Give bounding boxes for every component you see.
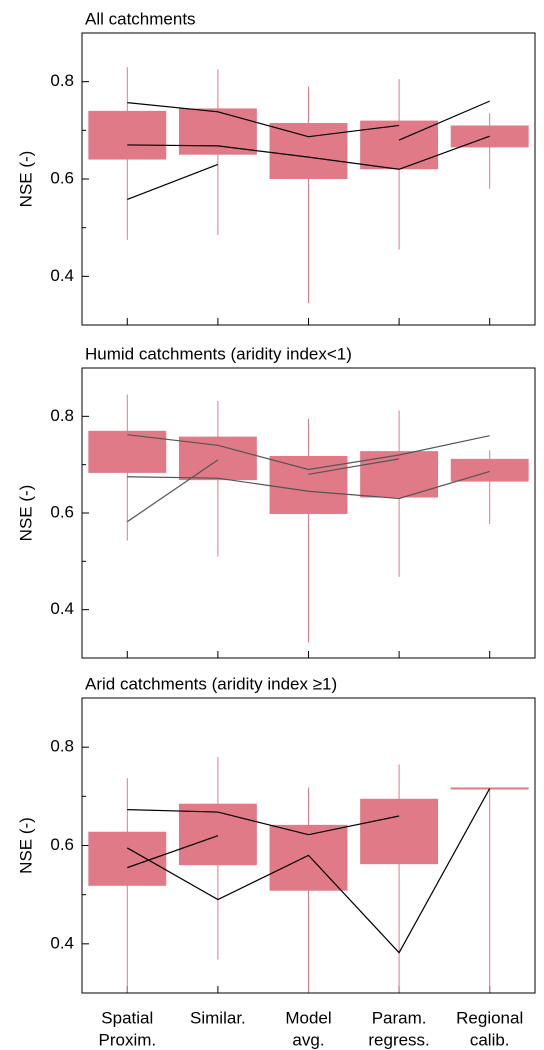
line bbox=[127, 835, 219, 869]
line bbox=[127, 101, 400, 138]
x-tick-label: Similar. bbox=[190, 1008, 246, 1027]
plot-frame bbox=[81, 32, 536, 326]
box bbox=[178, 108, 257, 155]
box bbox=[269, 824, 348, 891]
box bbox=[88, 110, 167, 160]
y-tick-label: 0.6 bbox=[50, 168, 74, 187]
line bbox=[127, 788, 491, 954]
line bbox=[127, 434, 490, 471]
line bbox=[127, 809, 400, 836]
box bbox=[178, 436, 257, 481]
y-tick-label: 0.8 bbox=[50, 737, 74, 756]
y-tick-label: 0.8 bbox=[50, 71, 74, 90]
y-axis-label: NSE (-) bbox=[16, 817, 35, 874]
line bbox=[398, 100, 490, 141]
x-tick-label: Model bbox=[285, 1008, 331, 1027]
y-tick-label: 0.4 bbox=[50, 933, 74, 952]
y-axis-label: NSE (-) bbox=[16, 151, 35, 208]
x-tick-label: Param. bbox=[372, 1008, 427, 1027]
x-tick-label: Proxim. bbox=[98, 1030, 156, 1049]
x-tick-label: calib. bbox=[470, 1030, 510, 1049]
box bbox=[450, 458, 529, 482]
panel-title: Humid catchments (aridity index<1) bbox=[85, 344, 352, 363]
box bbox=[88, 831, 167, 886]
panel-title: All catchments bbox=[85, 9, 196, 28]
line bbox=[308, 458, 400, 475]
y-tick-label: 0.8 bbox=[50, 406, 74, 425]
plot-frame bbox=[81, 367, 536, 659]
plot-frame bbox=[81, 697, 536, 994]
y-tick-label: 0.6 bbox=[50, 835, 74, 854]
y-tick-label: 0.4 bbox=[50, 266, 74, 285]
box bbox=[88, 430, 167, 473]
box bbox=[360, 798, 439, 865]
line bbox=[127, 135, 490, 170]
line bbox=[126, 459, 219, 523]
box bbox=[178, 803, 257, 866]
y-tick-label: 0.6 bbox=[50, 502, 74, 521]
line bbox=[127, 470, 490, 500]
box bbox=[269, 123, 348, 179]
x-tick-label: avg. bbox=[292, 1030, 324, 1049]
x-tick-label: Regional bbox=[456, 1008, 523, 1027]
line bbox=[127, 163, 219, 200]
y-axis-label: NSE (-) bbox=[16, 485, 35, 542]
x-tick-label: Spatial bbox=[101, 1008, 153, 1027]
panel-title: Arid catchments (aridity index ≥1) bbox=[85, 674, 337, 693]
y-tick-label: 0.4 bbox=[50, 599, 74, 618]
x-tick-label: regress. bbox=[368, 1030, 429, 1049]
